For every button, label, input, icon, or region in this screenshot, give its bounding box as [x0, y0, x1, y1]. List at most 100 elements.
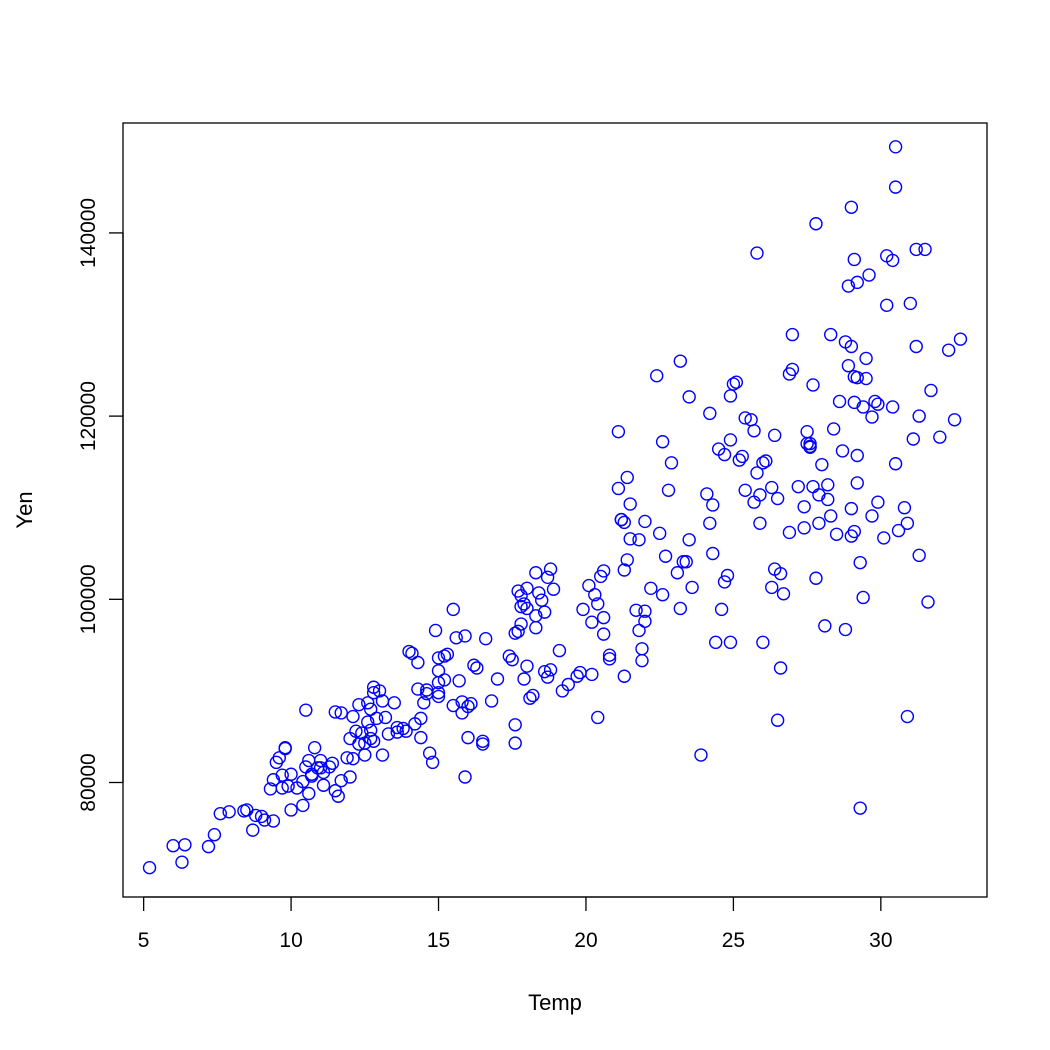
data-point — [535, 593, 549, 607]
data-point — [756, 635, 770, 650]
data-point — [278, 740, 292, 755]
data-point — [773, 566, 788, 581]
data-point — [706, 546, 720, 561]
data-point — [841, 279, 856, 293]
data-point — [797, 500, 811, 514]
data-point — [328, 705, 343, 719]
data-point — [334, 773, 348, 788]
data-point — [296, 798, 310, 813]
data-point — [346, 751, 360, 766]
data-point — [638, 614, 652, 628]
data-point — [461, 699, 475, 714]
x-tick-label: 10 — [279, 929, 302, 952]
data-point — [835, 444, 850, 458]
data-point — [720, 568, 735, 583]
data-point — [520, 601, 534, 616]
y-tick-label: 120000 — [77, 381, 100, 451]
data-point — [431, 651, 446, 665]
data-point — [402, 644, 416, 659]
data-point — [452, 674, 466, 688]
data-point — [850, 370, 864, 385]
data-point — [446, 602, 460, 617]
data-point — [821, 478, 835, 492]
data-point — [514, 599, 528, 614]
data-point — [700, 487, 714, 501]
data-point — [437, 673, 452, 687]
data-point — [440, 647, 455, 661]
data-point — [655, 588, 670, 602]
data-point — [602, 648, 617, 662]
data-point — [387, 696, 401, 710]
data-point — [664, 456, 679, 470]
data-point — [880, 298, 894, 312]
data-point — [747, 424, 761, 438]
data-point — [862, 268, 876, 282]
data-point — [331, 789, 345, 803]
data-point — [797, 521, 811, 535]
data-point — [829, 527, 844, 541]
data-point — [650, 369, 664, 383]
data-point — [576, 602, 590, 617]
data-point — [431, 675, 446, 690]
data-point — [767, 428, 782, 443]
data-point — [378, 710, 393, 725]
data-point — [871, 397, 885, 411]
data-point — [818, 619, 832, 633]
data-point — [953, 332, 968, 346]
data-point — [540, 570, 555, 585]
data-point — [782, 525, 797, 540]
y-axis: 80000 100000 120000 140000 — [77, 198, 124, 812]
data-point — [411, 655, 425, 670]
data-point — [844, 200, 859, 214]
data-point — [508, 718, 522, 732]
data-point — [941, 343, 956, 357]
data-point — [694, 748, 708, 762]
data-point — [770, 713, 785, 727]
data-point — [703, 406, 717, 421]
data-point — [726, 377, 741, 391]
data-point — [343, 770, 357, 784]
data-point — [526, 688, 540, 703]
data-point — [537, 605, 552, 619]
data-point — [479, 631, 493, 646]
data-point — [888, 457, 903, 471]
data-point — [254, 809, 269, 824]
data-point — [222, 805, 236, 819]
data-point — [573, 665, 587, 680]
data-point — [366, 686, 381, 700]
data-point — [372, 684, 387, 698]
data-point — [623, 532, 637, 546]
data-point — [543, 663, 558, 677]
data-point — [670, 566, 685, 580]
data-point — [476, 737, 490, 751]
data-point — [903, 296, 918, 311]
data-point — [614, 512, 629, 527]
data-point — [756, 456, 770, 470]
data-point — [461, 730, 475, 745]
data-point — [924, 383, 938, 398]
data-point — [885, 400, 900, 414]
data-point — [635, 642, 649, 656]
data-point — [307, 740, 322, 755]
data-point — [682, 390, 696, 404]
data-point — [800, 436, 814, 451]
data-point — [824, 509, 838, 523]
data-point — [166, 839, 180, 853]
data-point — [620, 553, 634, 567]
x-axis-label: Temp — [528, 990, 582, 1015]
data-point — [832, 394, 847, 409]
data-point — [543, 562, 558, 576]
data-point — [611, 424, 626, 439]
data-point — [369, 711, 384, 726]
data-point — [322, 760, 337, 774]
data-point — [735, 449, 749, 464]
data-point — [821, 492, 835, 507]
data-point — [897, 501, 912, 515]
x-axis: 5 10 15 20 25 30 — [138, 896, 893, 952]
data-point — [644, 581, 658, 596]
data-point — [340, 751, 354, 765]
y-tick-label: 140000 — [77, 198, 100, 268]
data-point — [175, 855, 189, 869]
data-point — [844, 501, 859, 516]
